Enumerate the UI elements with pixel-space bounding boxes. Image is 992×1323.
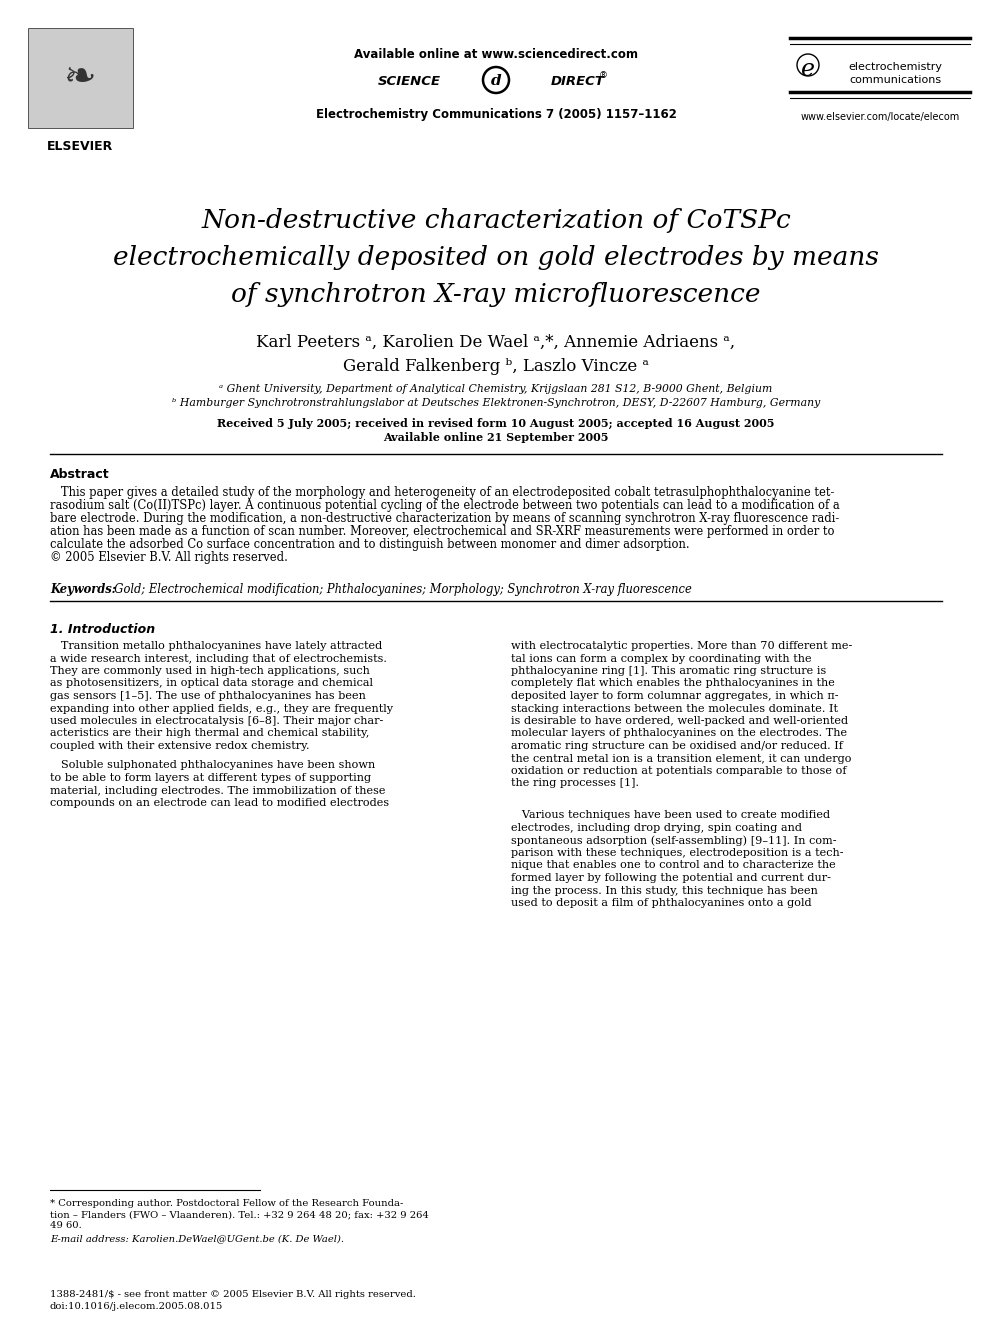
Text: molecular layers of phthalocyanines on the electrodes. The: molecular layers of phthalocyanines on t… — [511, 729, 847, 738]
Text: Keywords:: Keywords: — [50, 583, 116, 595]
Text: electrochemically deposited on gold electrodes by means: electrochemically deposited on gold elec… — [113, 245, 879, 270]
Text: calculate the adsorbed Co surface concentration and to distinguish between monom: calculate the adsorbed Co surface concen… — [50, 538, 689, 550]
Text: ®: ® — [599, 71, 608, 79]
Text: gas sensors [1–5]. The use of phthalocyanines has been: gas sensors [1–5]. The use of phthalocya… — [50, 691, 366, 701]
Text: Available online 21 September 2005: Available online 21 September 2005 — [383, 433, 609, 443]
Text: doi:10.1016/j.elecom.2005.08.015: doi:10.1016/j.elecom.2005.08.015 — [50, 1302, 223, 1311]
Text: as photosensitizers, in optical data storage and chemical: as photosensitizers, in optical data sto… — [50, 679, 373, 688]
Text: ELSEVIER: ELSEVIER — [48, 140, 114, 153]
Text: is desirable to have ordered, well-packed and well-oriented: is desirable to have ordered, well-packe… — [511, 716, 848, 726]
Text: rasodium salt (Co(II)TSPc) layer. A continuous potential cycling of the electrod: rasodium salt (Co(II)TSPc) layer. A cont… — [50, 499, 840, 512]
Text: ❧: ❧ — [64, 60, 97, 97]
Text: Transition metallo phthalocyanines have lately attracted: Transition metallo phthalocyanines have … — [50, 642, 382, 651]
Text: * Corresponding author. Postdoctoral Fellow of the Research Founda-: * Corresponding author. Postdoctoral Fel… — [50, 1199, 404, 1208]
Text: to be able to form layers at different types of supporting: to be able to form layers at different t… — [50, 773, 371, 783]
Text: material, including electrodes. The immobilization of these: material, including electrodes. The immo… — [50, 786, 386, 795]
Text: communications: communications — [849, 75, 941, 85]
Bar — [28, 28, 133, 128]
Text: deposited layer to form columnar aggregates, in which π-: deposited layer to form columnar aggrega… — [511, 691, 838, 701]
Text: tal ions can form a complex by coordinating with the: tal ions can form a complex by coordinat… — [511, 654, 811, 664]
Text: compounds on an electrode can lead to modified electrodes: compounds on an electrode can lead to mo… — [50, 798, 389, 808]
Text: Various techniques have been used to create modified: Various techniques have been used to cre… — [511, 811, 830, 820]
Text: acteristics are their high thermal and chemical stability,: acteristics are their high thermal and c… — [50, 729, 369, 738]
Text: electrodes, including drop drying, spin coating and: electrodes, including drop drying, spin … — [511, 823, 802, 833]
Text: ing the process. In this study, this technique has been: ing the process. In this study, this tec… — [511, 885, 817, 896]
Text: E-mail address: Karolien.DeWael@UGent.be (K. De Wael).: E-mail address: Karolien.DeWael@UGent.be… — [50, 1234, 344, 1244]
Text: expanding into other applied fields, e.g., they are frequently: expanding into other applied fields, e.g… — [50, 704, 393, 713]
Text: 1388-2481/$ - see front matter © 2005 Elsevier B.V. All rights reserved.: 1388-2481/$ - see front matter © 2005 El… — [50, 1290, 416, 1299]
Text: 49 60.: 49 60. — [50, 1221, 81, 1230]
Text: of synchrotron X-ray microfluorescence: of synchrotron X-ray microfluorescence — [231, 282, 761, 307]
Text: ation has been made as a function of scan number. Moreover, electrochemical and : ation has been made as a function of sca… — [50, 525, 834, 538]
Text: Karl Peeters ᵃ, Karolien De Wael ᵃ,*, Annemie Adriaens ᵃ,: Karl Peeters ᵃ, Karolien De Wael ᵃ,*, An… — [257, 333, 735, 351]
Text: They are commonly used in high-tech applications, such: They are commonly used in high-tech appl… — [50, 665, 370, 676]
Text: spontaneous adsorption (self-assembling) [9–11]. In com-: spontaneous adsorption (self-assembling)… — [511, 836, 836, 847]
Text: e: e — [801, 58, 815, 81]
Text: phthalocyanine ring [1]. This aromatic ring structure is: phthalocyanine ring [1]. This aromatic r… — [511, 665, 826, 676]
Text: nique that enables one to control and to characterize the: nique that enables one to control and to… — [511, 860, 835, 871]
Text: © 2005 Elsevier B.V. All rights reserved.: © 2005 Elsevier B.V. All rights reserved… — [50, 550, 288, 564]
Text: aromatic ring structure can be oxidised and/or reduced. If: aromatic ring structure can be oxidised … — [511, 741, 843, 751]
Text: bare electrode. During the modification, a non-destructive characterization by m: bare electrode. During the modification,… — [50, 512, 839, 525]
Text: oxidation or reduction at potentials comparable to those of: oxidation or reduction at potentials com… — [511, 766, 846, 777]
Text: coupled with their extensive redox chemistry.: coupled with their extensive redox chemi… — [50, 741, 310, 751]
Text: electrochemistry: electrochemistry — [848, 62, 942, 71]
Text: Electrochemistry Communications 7 (2005) 1157–1162: Electrochemistry Communications 7 (2005)… — [315, 108, 677, 120]
Text: Non-destructive characterization of CoTSPc: Non-destructive characterization of CoTS… — [201, 208, 791, 233]
Text: the central metal ion is a transition element, it can undergo: the central metal ion is a transition el… — [511, 754, 851, 763]
Text: the ring processes [1].: the ring processes [1]. — [511, 778, 639, 789]
Text: www.elsevier.com/locate/elecom: www.elsevier.com/locate/elecom — [801, 112, 959, 122]
Text: formed layer by following the potential and current dur-: formed layer by following the potential … — [511, 873, 831, 882]
Text: Soluble sulphonated phthalocyanines have been shown: Soluble sulphonated phthalocyanines have… — [50, 761, 375, 770]
Text: Available online at www.sciencedirect.com: Available online at www.sciencedirect.co… — [354, 48, 638, 61]
Text: used to deposit a film of phthalocyanines onto a gold: used to deposit a film of phthalocyanine… — [511, 898, 811, 908]
Text: Gold; Electrochemical modification; Phthalocyanines; Morphology; Synchrotron X-r: Gold; Electrochemical modification; Phth… — [107, 583, 691, 595]
Text: ᵃ Ghent University, Department of Analytical Chemistry, Krijgslaan 281 S12, B-90: ᵃ Ghent University, Department of Analyt… — [219, 384, 773, 394]
Text: a wide research interest, including that of electrochemists.: a wide research interest, including that… — [50, 654, 387, 664]
Text: 1. Introduction: 1. Introduction — [50, 623, 155, 636]
Text: ᵇ Hamburger Synchrotronstrahlungslabor at Deutsches Elektronen-Synchrotron, DESY: ᵇ Hamburger Synchrotronstrahlungslabor a… — [172, 398, 820, 407]
Text: parison with these techniques, electrodeposition is a tech-: parison with these techniques, electrode… — [511, 848, 843, 859]
Text: This paper gives a detailed study of the morphology and heterogeneity of an elec: This paper gives a detailed study of the… — [50, 486, 834, 499]
Text: Received 5 July 2005; received in revised form 10 August 2005; accepted 16 Augus: Received 5 July 2005; received in revise… — [217, 418, 775, 429]
Text: SCIENCE: SCIENCE — [378, 75, 441, 89]
Text: completely flat which enables the phthalocyanines in the: completely flat which enables the phthal… — [511, 679, 835, 688]
Text: tion – Flanders (FWO – Vlaanderen). Tel.: +32 9 264 48 20; fax: +32 9 264: tion – Flanders (FWO – Vlaanderen). Tel.… — [50, 1211, 429, 1218]
Text: with electrocatalytic properties. More than 70 different me-: with electrocatalytic properties. More t… — [511, 642, 852, 651]
Text: d: d — [491, 74, 501, 89]
Text: used molecules in electrocatalysis [6–8]. Their major char-: used molecules in electrocatalysis [6–8]… — [50, 716, 383, 726]
Text: Abstract: Abstract — [50, 468, 110, 482]
Text: stacking interactions between the molecules dominate. It: stacking interactions between the molecu… — [511, 704, 838, 713]
Text: Gerald Falkenberg ᵇ, Laszlo Vincze ᵃ: Gerald Falkenberg ᵇ, Laszlo Vincze ᵃ — [343, 359, 649, 374]
Text: DIRECT: DIRECT — [551, 75, 605, 89]
